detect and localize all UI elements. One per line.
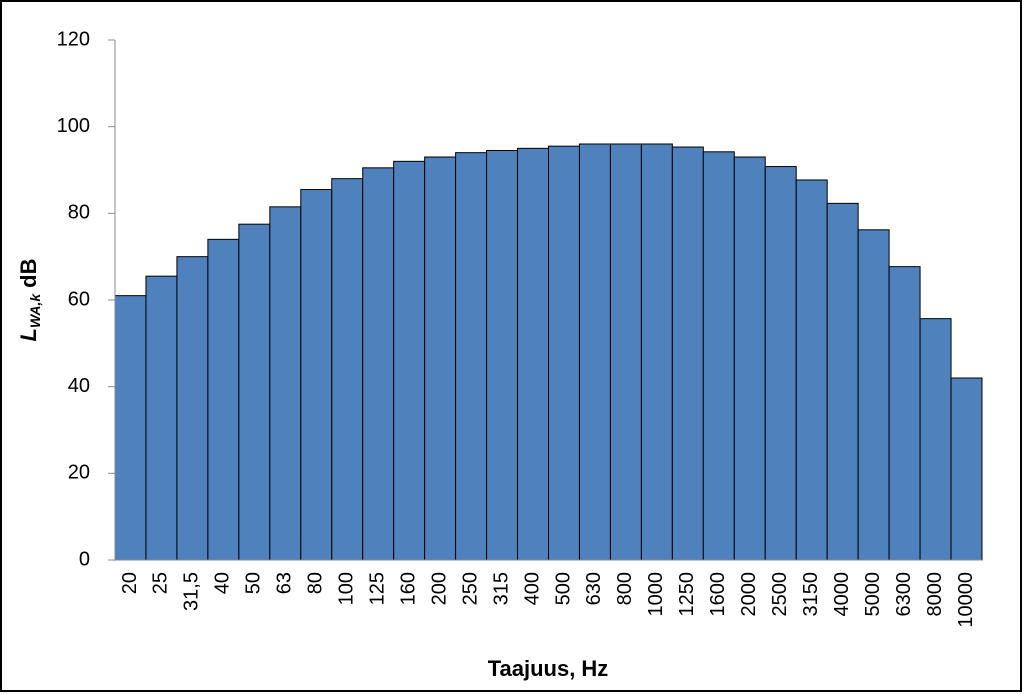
- bar: [331, 178, 364, 561]
- y-tick-label: 100: [57, 115, 90, 137]
- bar: [888, 266, 921, 561]
- y-tick-label: 120: [57, 28, 90, 50]
- bar: [857, 229, 890, 561]
- y-axis-title-unit: dB: [16, 258, 41, 287]
- y-tick-label: 80: [68, 202, 90, 224]
- x-tick-label: 400: [521, 572, 543, 605]
- x-tick-label: 800: [614, 572, 636, 605]
- x-tick-label: 1250: [676, 572, 698, 617]
- bar: [578, 143, 611, 561]
- bar: [362, 167, 395, 561]
- x-tick-label: 500: [552, 572, 574, 605]
- bar: [114, 295, 147, 561]
- x-tick-label: 10000: [955, 572, 977, 628]
- bar: [207, 238, 240, 561]
- x-tick-label: 100: [336, 572, 358, 605]
- bar: [176, 256, 209, 561]
- y-tick-label: 40: [68, 375, 90, 397]
- bar: [548, 145, 580, 561]
- x-tick-label: 125: [366, 572, 388, 605]
- bar: [424, 156, 457, 561]
- x-tick-label: 40: [212, 572, 234, 594]
- y-tick-label: 0: [79, 548, 90, 570]
- bar: [919, 318, 952, 561]
- x-tick-label: 80: [305, 572, 327, 594]
- x-tick-label: 31,5: [181, 572, 203, 611]
- bar: [733, 156, 766, 561]
- bar: [517, 147, 549, 561]
- bar: [269, 206, 302, 561]
- bar: [238, 223, 271, 561]
- x-tick-label: 4000: [831, 572, 853, 617]
- y-axis-title-main: L: [16, 328, 41, 341]
- y-tick-label: 20: [68, 462, 90, 484]
- bar: [393, 160, 426, 561]
- bar: [795, 179, 828, 561]
- x-tick-label: 2500: [769, 572, 791, 617]
- bar: [486, 150, 519, 561]
- bar: [145, 275, 178, 561]
- x-tick-label: 50: [243, 572, 265, 594]
- x-tick-label: 1000: [645, 572, 667, 617]
- bar: [455, 152, 488, 561]
- x-tick-label: 63: [274, 572, 296, 594]
- x-tick-label: 3150: [800, 572, 822, 617]
- bar: [300, 189, 333, 561]
- bar: [671, 146, 704, 561]
- x-tick-label: 20: [119, 572, 141, 594]
- x-tick-label: 630: [583, 572, 605, 605]
- bar: [950, 377, 983, 561]
- y-axis-title: LWA,k dB: [16, 258, 43, 341]
- x-tick-label: 250: [459, 572, 481, 605]
- bar: [640, 143, 673, 561]
- x-tick-label: 200: [428, 572, 450, 605]
- x-tick-label: 2000: [738, 572, 760, 617]
- x-tick-label: 315: [490, 572, 512, 605]
- bar: [764, 166, 797, 561]
- x-tick-label: 160: [397, 572, 419, 605]
- bar: [609, 143, 642, 561]
- x-tick-label: 5000: [862, 572, 884, 617]
- x-axis-title: Taajuus, Hz: [488, 656, 609, 681]
- x-tick-label: 1600: [707, 572, 729, 617]
- x-tick-label: 25: [150, 572, 172, 594]
- bar: [702, 151, 735, 561]
- y-axis-title-sub: WA,k: [27, 293, 43, 328]
- x-tick-label: 8000: [924, 572, 946, 617]
- y-tick-label: 60: [68, 288, 90, 310]
- x-tick-label: 6300: [893, 572, 915, 617]
- bar: [826, 202, 859, 561]
